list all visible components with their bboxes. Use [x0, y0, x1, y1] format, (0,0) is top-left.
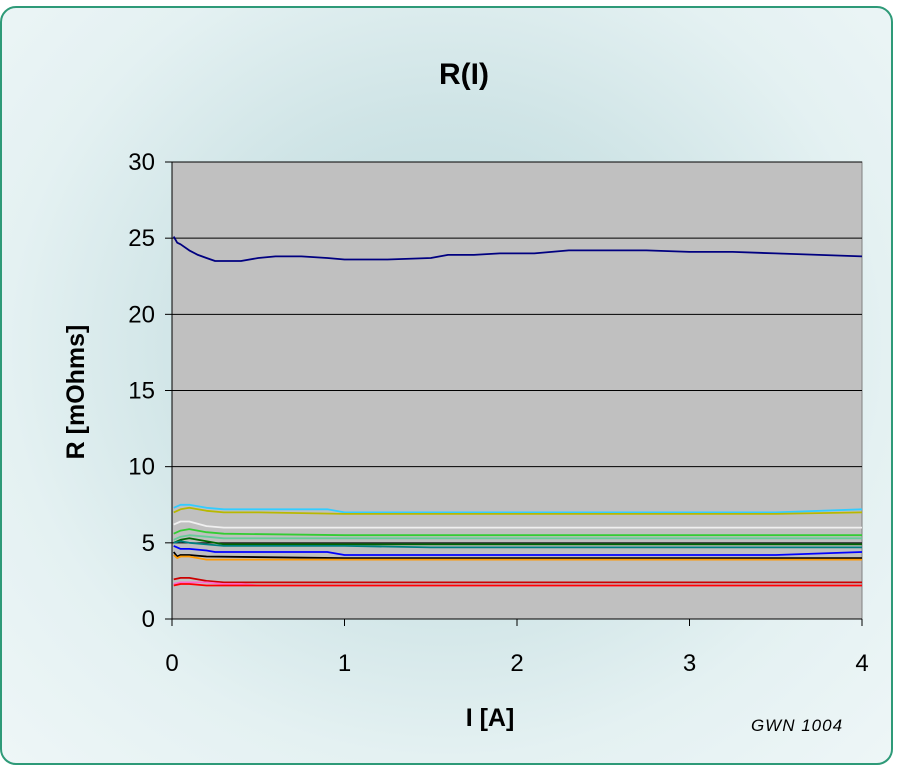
y-tick-label: 0 [142, 606, 155, 633]
series-line-2 [173, 503, 863, 514]
series-line-12 [173, 577, 862, 584]
series-line-7 [173, 537, 862, 546]
y-axis-label: R [mOhms] [62, 325, 90, 460]
y-tick-label: 20 [128, 301, 155, 328]
series-line-1 [172, 236, 863, 262]
y-tick-label: 15 [128, 378, 155, 405]
series-line-6 [173, 534, 862, 541]
series-line-4 [173, 520, 862, 529]
y-tick-label: 25 [128, 225, 155, 252]
series-lines [172, 236, 863, 587]
x-tick-label: 0 [165, 650, 178, 677]
y-tick-label: 10 [128, 454, 155, 481]
axes [165, 161, 863, 626]
series-line-8 [173, 540, 862, 549]
series-line-10 [172, 551, 862, 559]
tick-labels: 0 5 10 15 20 25 30 0 1 2 3 4 [128, 149, 868, 677]
grid-lines [172, 161, 862, 544]
annotation-text: GWN 1004 [751, 716, 843, 735]
x-tick-label: 1 [338, 650, 351, 677]
x-tick-label: 2 [510, 650, 523, 677]
x-tick-label: 4 [855, 650, 868, 677]
series-line-5 [173, 528, 862, 537]
x-axis-label: I [A] [466, 704, 515, 732]
x-tick-label: 3 [683, 650, 696, 677]
series-line-3 [173, 506, 863, 515]
y-tick-label: 5 [142, 530, 155, 557]
series-line-9 [173, 545, 863, 556]
series-line-14 [173, 583, 862, 587]
chart-title: R(I) [439, 58, 489, 91]
y-tick-label: 30 [128, 149, 155, 176]
series-line-11 [173, 554, 862, 561]
